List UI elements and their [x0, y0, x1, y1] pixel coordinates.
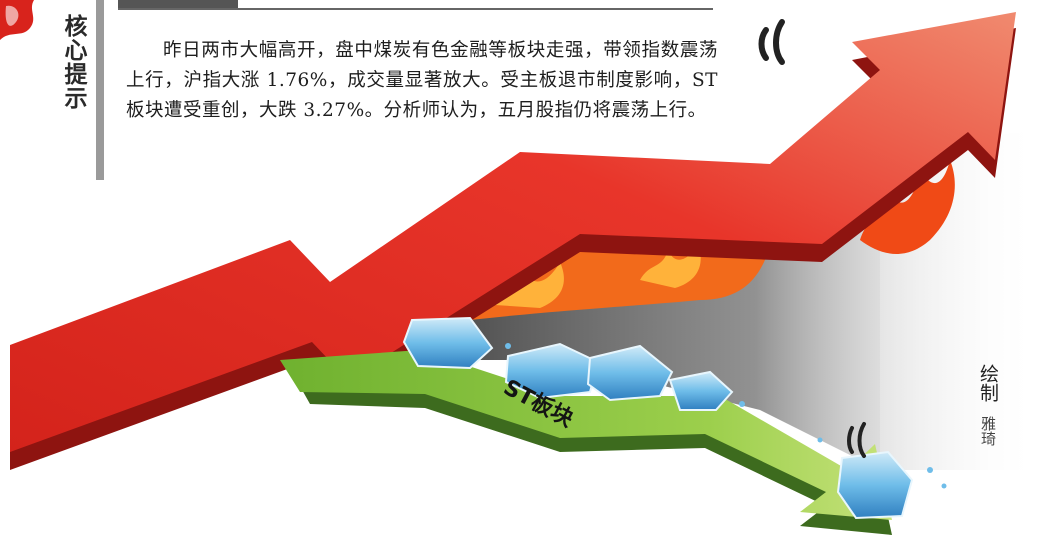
side-divider [96, 0, 104, 180]
up-arrow [10, 12, 1016, 452]
down-arrow-shadow [292, 362, 892, 535]
side-label: 核心提示 [60, 14, 86, 110]
top-rule [118, 8, 713, 10]
credit-title: 绘制 [977, 364, 999, 402]
summary-text: 昨日两市大幅高开，盘中煤炭有色金融等板块走强，带领指数震荡上行，沪指大涨 1.7… [126, 40, 718, 121]
down-arrow [280, 350, 892, 520]
side-corner-deco-icon [0, 0, 34, 40]
motion-lines-icon [758, 19, 866, 458]
top-rule-accent [118, 0, 238, 8]
ice-block-icon [402, 316, 947, 520]
side-label-box: 核心提示 [0, 0, 104, 180]
credit-author: 雅琦 [979, 416, 997, 446]
